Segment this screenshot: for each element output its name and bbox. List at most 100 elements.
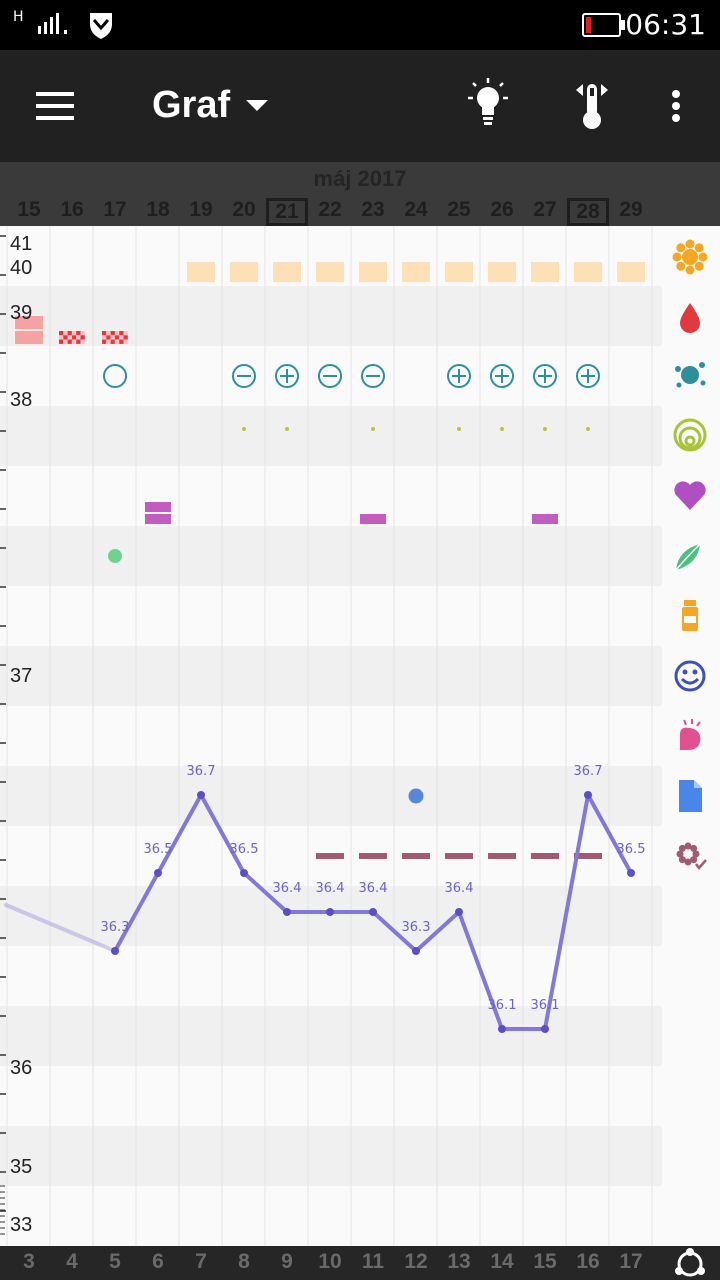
intercourse-mark[interactable] <box>532 514 558 524</box>
calendar-day[interactable]: 28 <box>567 198 609 226</box>
temperature-chart[interactable]: 36.3 36.5 36.7 36.5 36.4 36.4 36.4 36.3 36.4 36.1… <box>0 226 720 1246</box>
mucus-dot[interactable] <box>371 427 375 431</box>
temperature-point[interactable] <box>197 791 205 799</box>
intercourse-mark[interactable] <box>145 502 171 512</box>
sync-icon[interactable] <box>670 1246 710 1280</box>
intercourse-mark[interactable] <box>145 514 171 524</box>
temperature-point[interactable] <box>240 869 248 877</box>
chevron-down-icon[interactable] <box>246 98 268 112</box>
test-result-plus[interactable] <box>533 364 557 388</box>
fertile-window-bar[interactable] <box>531 262 559 282</box>
lightbulb-icon[interactable] <box>466 78 510 128</box>
more-options-icon[interactable] <box>668 88 684 128</box>
heart-icon[interactable] <box>670 476 710 516</box>
cycle-day: 10 <box>318 1250 342 1273</box>
blood-drop-icon[interactable] <box>670 297 710 337</box>
test-result-plus[interactable] <box>490 364 514 388</box>
calendar-day[interactable]: 26 <box>490 198 514 221</box>
calendar-day[interactable]: 27 <box>533 198 557 221</box>
y-axis-label: 39 <box>10 302 33 324</box>
test-result-minus[interactable] <box>232 364 256 388</box>
mucus-dot[interactable] <box>586 427 590 431</box>
cycle-day: 8 <box>238 1250 250 1273</box>
medication-dot[interactable] <box>108 549 122 563</box>
spot-cell <box>80 335 85 340</box>
flower-check-icon[interactable] <box>670 836 710 876</box>
document-icon[interactable] <box>670 776 710 816</box>
calendar-day[interactable]: 22 <box>318 198 342 221</box>
calendar-day[interactable]: 23 <box>361 198 385 221</box>
cervix-rings-icon[interactable] <box>670 415 710 455</box>
calendar-day[interactable]: 21 <box>266 198 308 226</box>
calendar-day[interactable]: 24 <box>404 198 428 221</box>
breast-icon[interactable] <box>670 716 710 756</box>
calendar-day[interactable]: 18 <box>146 198 170 221</box>
spotting-mark[interactable] <box>102 331 128 344</box>
note-dot[interactable] <box>408 788 424 804</box>
temperature-point[interactable] <box>541 1025 549 1033</box>
test-result-plus[interactable] <box>447 364 471 388</box>
spot-cell <box>119 331 124 336</box>
medicine-bottle-icon[interactable] <box>670 596 710 636</box>
mucus-dot[interactable] <box>242 427 246 431</box>
temperature-value-label: 36.7 <box>574 764 603 779</box>
spotting-mark[interactable] <box>59 331 85 344</box>
mucus-dot[interactable] <box>285 427 289 431</box>
sun-icon[interactable] <box>670 237 710 277</box>
leaf-icon[interactable] <box>670 536 710 576</box>
temperature-value-label: 36.4 <box>316 881 345 896</box>
temperature-point[interactable] <box>326 908 334 916</box>
thermometer-icon[interactable] <box>574 80 610 132</box>
calendar-day[interactable]: 15 <box>17 198 41 221</box>
temperature-point[interactable] <box>111 947 119 955</box>
fertile-window-bar[interactable] <box>359 262 387 282</box>
fertile-window-bar[interactable] <box>187 262 215 282</box>
temperature-point[interactable] <box>369 908 377 916</box>
cycle-day: 17 <box>619 1250 643 1273</box>
splash-icon[interactable] <box>670 355 710 395</box>
calendar-day[interactable]: 19 <box>189 198 213 221</box>
intercourse-mark[interactable] <box>360 514 386 524</box>
fertile-window-bar[interactable] <box>617 262 645 282</box>
temperature-point[interactable] <box>498 1025 506 1033</box>
temperature-point[interactable] <box>627 869 635 877</box>
menu-icon[interactable] <box>36 90 76 122</box>
mucus-dot[interactable] <box>457 427 461 431</box>
fertile-window-bar[interactable] <box>574 262 602 282</box>
row-band <box>0 766 662 826</box>
cycle-day: 14 <box>490 1250 514 1273</box>
temperature-point[interactable] <box>412 947 420 955</box>
fertile-window-bar[interactable] <box>488 262 516 282</box>
fertile-window-bar[interactable] <box>402 262 430 282</box>
mucus-dot[interactable] <box>543 427 547 431</box>
test-result-plus[interactable] <box>275 364 299 388</box>
test-result-plus[interactable] <box>576 364 600 388</box>
temperature-value-label: 36.1 <box>531 998 560 1013</box>
fertile-window-bar[interactable] <box>445 262 473 282</box>
test-result-minus[interactable] <box>361 364 385 388</box>
fertile-window-bar[interactable] <box>230 262 258 282</box>
fertile-window-bar[interactable] <box>273 262 301 282</box>
temperature-point[interactable] <box>584 791 592 799</box>
spot-cell <box>102 331 107 336</box>
temperature-value-label: 36.7 <box>187 764 216 779</box>
temperature-point[interactable] <box>455 908 463 916</box>
spot-cell <box>59 331 64 336</box>
calendar-day[interactable]: 20 <box>232 198 256 221</box>
calendar-day[interactable]: 17 <box>103 198 127 221</box>
smiley-icon[interactable] <box>670 656 710 696</box>
calendar-day[interactable]: 29 <box>619 198 643 221</box>
temperature-point[interactable] <box>154 869 162 877</box>
temperature-point[interactable] <box>283 908 291 916</box>
calendar-day[interactable]: 25 <box>447 198 471 221</box>
view-title[interactable]: Graf <box>152 84 231 126</box>
mucus-dot[interactable] <box>500 427 504 431</box>
calendar-day[interactable]: 16 <box>60 198 84 221</box>
fertile-window-bar[interactable] <box>316 262 344 282</box>
chart-background <box>0 226 720 1246</box>
test-result-minus[interactable] <box>318 364 342 388</box>
temperature-value-label: 36.3 <box>101 920 130 935</box>
date-header: máj 2017 <box>0 162 720 226</box>
test-result-empty[interactable] <box>103 364 127 388</box>
y-axis-label: 37 <box>10 665 33 687</box>
